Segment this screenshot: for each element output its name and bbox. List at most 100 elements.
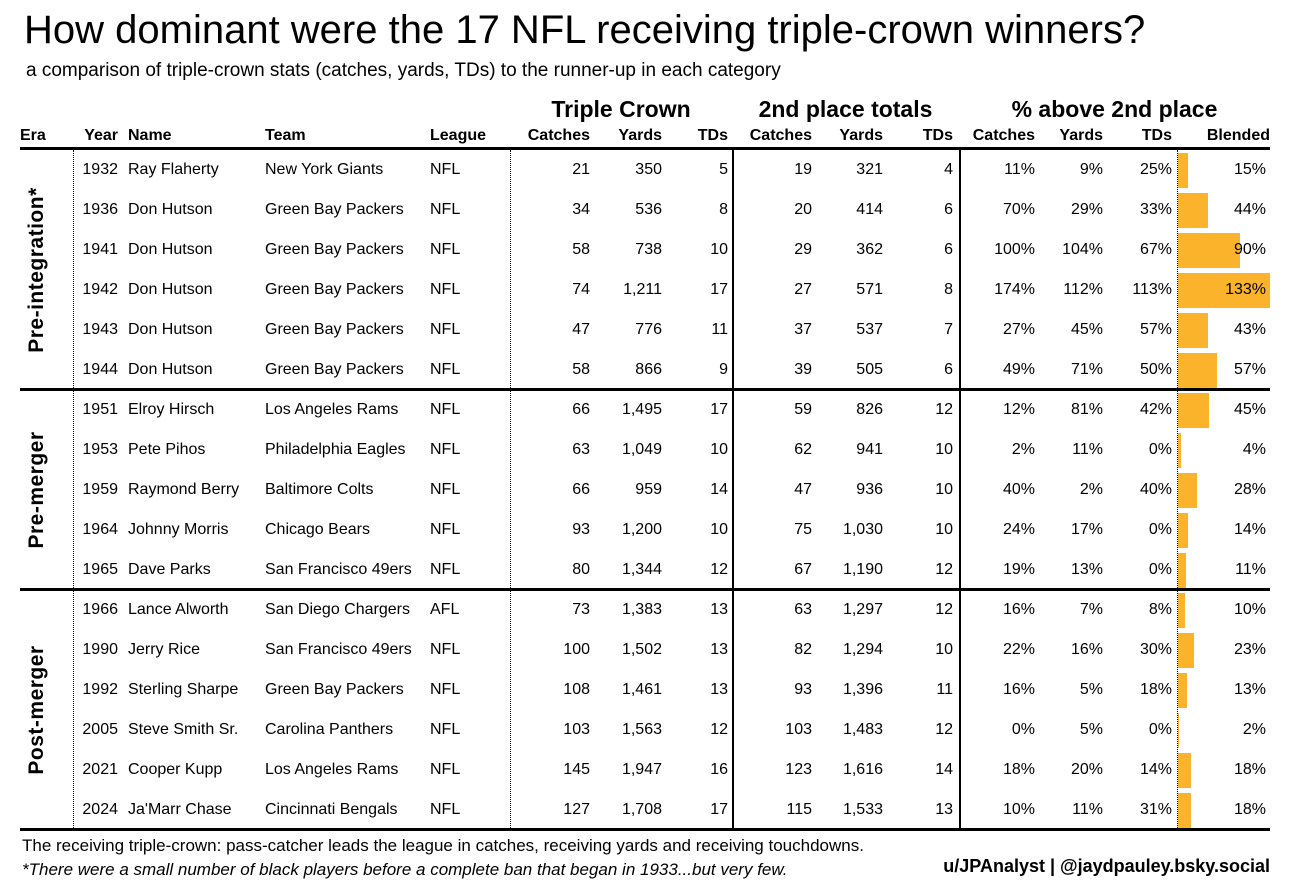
blended-bar: [1178, 312, 1208, 348]
p2-yards-cell: 1,030: [842, 521, 883, 538]
blended-bar: [1178, 192, 1209, 228]
era-spacer-cell: [20, 150, 73, 190]
p2-yards-cell: 537: [856, 321, 883, 338]
player-name-cell: Elroy Hirsch: [128, 401, 215, 418]
p2-yards-cell: 941: [856, 441, 883, 458]
pct-catches-cell: 19%: [1002, 561, 1035, 578]
pct-tds-cell: 0%: [1148, 721, 1172, 738]
era-spacer-cell: [20, 350, 73, 390]
pct-catches-cell: 40%: [1002, 481, 1035, 498]
pct-yards-cell: 5%: [1079, 681, 1103, 698]
year-cell: 1990: [82, 641, 118, 658]
league-cell: NFL: [430, 201, 461, 218]
pct-catches-cell: 18%: [1002, 761, 1035, 778]
col-header-p2-yards: Yards: [839, 127, 883, 144]
pct-tds-cell: 50%: [1139, 361, 1172, 378]
year-cell: 1959: [82, 481, 118, 498]
p2-yards-cell: 1,616: [842, 761, 883, 778]
blended-value: 23%: [1233, 641, 1266, 658]
team-cell: Green Bay Packers: [265, 281, 404, 298]
blended-bar: [1178, 592, 1185, 628]
col-header-pct-tds: TDs: [1141, 127, 1172, 144]
tc-catches-cell: 73: [572, 601, 590, 618]
year-cell: 1936: [82, 201, 118, 218]
p2-catches-cell: 123: [785, 761, 812, 778]
table-bottom-rule: [20, 828, 1270, 831]
pct-yards-cell: 11%: [1072, 801, 1103, 818]
page-title: How dominant were the 17 NFL receiving t…: [24, 8, 1146, 52]
blended-bar: [1178, 432, 1181, 468]
p2-catches-cell: 27: [794, 281, 812, 298]
blended-value: 44%: [1233, 201, 1266, 218]
pct-yards-cell: 17%: [1070, 521, 1103, 538]
pct-tds-cell: 33%: [1139, 201, 1172, 218]
tc-tds-cell: 17: [710, 801, 728, 818]
col-header-team: Team: [265, 127, 306, 144]
p2-catches-cell: 75: [794, 521, 812, 538]
table-body: 1932 Ray Flaherty New York Giants NFL 21…: [20, 150, 1270, 830]
col-header-pct-yards: Yards: [1059, 127, 1103, 144]
league-cell: NFL: [430, 681, 461, 698]
year-cell: 1942: [82, 281, 118, 298]
pct-tds-cell: 25%: [1139, 161, 1172, 178]
col-header-league: League: [430, 127, 487, 144]
tc-tds-cell: 13: [710, 601, 728, 618]
blended-value: 2%: [1242, 721, 1266, 738]
p2-tds-cell: 6: [944, 201, 953, 218]
group-separator-1: [20, 388, 1270, 391]
pct-yards-cell: 9%: [1079, 161, 1103, 178]
pct-catches-cell: 0%: [1011, 721, 1035, 738]
blended-cell: 11%: [1177, 550, 1270, 590]
pct-yards-cell: 7%: [1079, 601, 1103, 618]
tc-catches-cell: 58: [572, 241, 590, 258]
year-cell: 1943: [82, 321, 118, 338]
pct-yards-cell: 29%: [1070, 201, 1103, 218]
p2-yards-cell: 1,297: [842, 601, 883, 618]
blended-cell: 2%: [1177, 710, 1270, 750]
player-name-cell: Dave Parks: [128, 561, 211, 578]
year-cell: 2005: [82, 721, 118, 738]
league-cell: NFL: [430, 721, 461, 738]
league-cell: NFL: [430, 641, 461, 658]
era-spacer-cell: [20, 590, 73, 630]
table-row: 1932 Ray Flaherty New York Giants NFL 21…: [20, 150, 1270, 190]
player-name-cell: Ray Flaherty: [128, 161, 219, 178]
p2-catches-cell: 29: [794, 241, 812, 258]
blended-bar: [1178, 352, 1218, 388]
player-name-cell: Ja'Marr Chase: [128, 801, 232, 818]
year-cell: 2021: [82, 761, 118, 778]
tc-yards-cell: 776: [635, 321, 662, 338]
blended-cell: 18%: [1177, 790, 1270, 830]
col-header-year: Year: [84, 127, 118, 144]
p2-tds-cell: 10: [935, 521, 953, 538]
tc-catches-cell: 66: [572, 401, 590, 418]
blended-cell: 13%: [1177, 670, 1270, 710]
blended-bar: [1178, 552, 1186, 588]
player-name-cell: Pete Pihos: [128, 441, 206, 458]
col-header-blended: Blended: [1206, 127, 1270, 144]
table-row: 1990 Jerry Rice San Francisco 49ers NFL …: [20, 630, 1270, 670]
table-row: 1951 Elroy Hirsch Los Angeles Rams NFL 6…: [20, 390, 1270, 430]
tc-catches-cell: 100: [563, 641, 590, 658]
tc-yards-cell: 1,383: [621, 601, 662, 618]
blended-cell: 57%: [1177, 350, 1270, 390]
pct-tds-cell: 0%: [1148, 561, 1172, 578]
blended-bar: [1178, 152, 1189, 188]
blended-value: 13%: [1233, 681, 1266, 698]
league-cell: NFL: [430, 321, 461, 338]
col-header-era: Era: [20, 127, 46, 144]
blended-value: 14%: [1233, 521, 1266, 538]
tc-yards-cell: 536: [635, 201, 662, 218]
blended-cell: 28%: [1177, 470, 1270, 510]
p2-catches-cell: 115: [786, 801, 812, 818]
tc-catches-cell: 63: [572, 441, 590, 458]
tc-catches-cell: 74: [572, 281, 590, 298]
p2-tds-cell: 4: [944, 161, 953, 178]
blended-cell: 133%: [1177, 270, 1270, 310]
table-row: 1942 Don Hutson Green Bay Packers NFL 74…: [20, 270, 1270, 310]
pct-yards-cell: 5%: [1079, 721, 1103, 738]
blended-cell: 90%: [1177, 230, 1270, 270]
p2-tds-cell: 12: [935, 561, 953, 578]
table-row: 1992 Sterling Sharpe Green Bay Packers N…: [20, 670, 1270, 710]
